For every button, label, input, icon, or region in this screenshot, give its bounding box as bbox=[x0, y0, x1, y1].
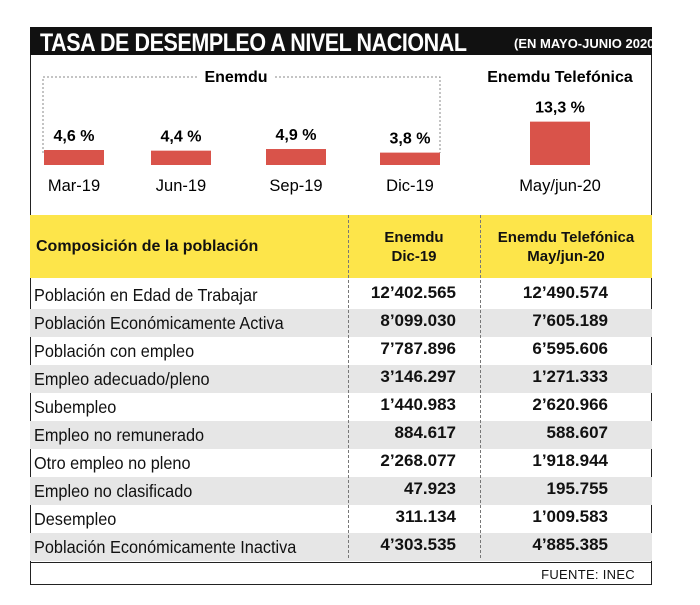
table-row: Empleo no remunerado 884.617 588.607 bbox=[30, 421, 652, 449]
row-label: Empleo adecuado/pleno bbox=[34, 369, 210, 389]
bar-mar-19 bbox=[44, 150, 104, 165]
footer-divider bbox=[30, 562, 652, 563]
table-row: Población en Edad de Trabajar 12’402.565 1… bbox=[30, 281, 652, 309]
bar-may-jun-20 bbox=[530, 121, 590, 165]
bar-dic-19 bbox=[380, 152, 440, 165]
header-dic19-label: Dic-19 bbox=[391, 247, 437, 265]
page-subtitle: (EN MAYO-JUNIO 2020) bbox=[514, 36, 652, 51]
group-label-enemdu: Enemdu bbox=[204, 69, 267, 86]
category-label: Mar-19 bbox=[48, 177, 100, 195]
bar-jun-19 bbox=[151, 150, 211, 165]
table-row: Población Económicamente Activa 8’099.030… bbox=[30, 309, 652, 337]
header-enemdu-telefonica: Enemdu Telefónica May/jun-20 bbox=[480, 215, 652, 278]
bar-value-label: 13,3 % bbox=[535, 100, 585, 117]
row-label: Empleo no clasificado bbox=[34, 481, 193, 501]
value-dic19: 3’146.297 bbox=[380, 367, 456, 386]
table-row: Empleo adecuado/pleno 3’146.297 1’271.333 bbox=[30, 365, 652, 393]
table-row: Población con empleo 7’787.896 6’595.606 bbox=[30, 337, 652, 365]
table-row: Población Económicamente Inactiva 4’303.5… bbox=[30, 533, 652, 561]
group-label-telefonica: Enemdu Telefónica bbox=[487, 69, 633, 86]
value-mayjun20: 6’595.606 bbox=[532, 339, 608, 358]
table-row: Empleo no clasificado 47.923 195.755 bbox=[30, 477, 652, 505]
value-dic19: 4’303.535 bbox=[380, 535, 456, 554]
category-label: Sep-19 bbox=[269, 177, 322, 195]
table-row: Otro empleo no pleno 2’268.077 1’918.944 bbox=[30, 449, 652, 477]
value-mayjun20: 1’009.583 bbox=[532, 507, 608, 526]
bar-value-label: 4,6 % bbox=[54, 128, 95, 145]
value-mayjun20: 12’490.574 bbox=[522, 283, 608, 302]
bar-value-label: 4,9 % bbox=[276, 127, 317, 144]
header-enemdu-label: Enemdu bbox=[384, 228, 444, 246]
group-bracket bbox=[42, 76, 441, 153]
bar-value-label: 3,8 % bbox=[390, 131, 431, 148]
value-dic19: 884.617 bbox=[394, 423, 456, 442]
table-row: Subempleo 1’440.983 2’620.966 bbox=[30, 393, 652, 421]
header-telefonica-label: Enemdu Telefónica bbox=[497, 228, 635, 246]
row-label: Población con empleo bbox=[34, 341, 195, 361]
value-dic19: 12’402.565 bbox=[370, 283, 456, 302]
header-enemdu-dic19: Enemdu Dic-19 bbox=[348, 215, 480, 278]
category-label: May/jun-20 bbox=[519, 177, 601, 195]
header-composition: Composición de la población bbox=[36, 237, 259, 255]
row-label: Población Económicamente Activa bbox=[34, 313, 284, 333]
column-divider bbox=[480, 215, 481, 558]
page-title: TASA DE DESEMPLEO A NIVEL NACIONAL bbox=[40, 29, 467, 55]
value-mayjun20: 7’605.189 bbox=[532, 311, 608, 330]
unemployment-bar-chart: Enemdu Enemdu Telefónica 4,6 % Mar-19 4,4 % J… bbox=[42, 69, 633, 195]
row-label: Población Económicamente Inactiva bbox=[34, 537, 297, 557]
table-row: Desempleo 311.134 1’009.583 bbox=[30, 505, 652, 533]
value-dic19: 8’099.030 bbox=[380, 311, 456, 330]
value-dic19: 2’268.077 bbox=[380, 451, 456, 470]
title-bar: TASA DE DESEMPLEO A NIVEL NACIONAL (EN M… bbox=[30, 27, 652, 55]
value-dic19: 7’787.896 bbox=[380, 339, 456, 358]
value-dic19: 1’440.983 bbox=[380, 395, 456, 414]
value-mayjun20: 1’918.944 bbox=[532, 451, 608, 470]
row-label: Población en Edad de Trabajar bbox=[34, 285, 258, 305]
value-dic19: 311.134 bbox=[395, 507, 456, 526]
header-mayjun20-label: May/jun-20 bbox=[527, 247, 605, 265]
row-label: Desempleo bbox=[34, 509, 117, 529]
value-mayjun20: 195.755 bbox=[546, 479, 608, 498]
row-label: Subempleo bbox=[34, 397, 117, 417]
value-mayjun20: 588.607 bbox=[546, 423, 608, 442]
value-mayjun20: 1’271.333 bbox=[532, 367, 608, 386]
bar-value-label: 4,4 % bbox=[161, 129, 202, 146]
category-label: Jun-19 bbox=[156, 177, 206, 195]
value-mayjun20: 2’620.966 bbox=[532, 395, 608, 414]
category-label: Dic-19 bbox=[386, 177, 434, 195]
table-header: Composición de la población Enemdu Dic-1… bbox=[30, 215, 652, 278]
bar-sep-19 bbox=[266, 149, 326, 165]
row-label: Otro empleo no pleno bbox=[34, 453, 191, 473]
column-divider bbox=[348, 215, 349, 558]
value-dic19: 47.923 bbox=[404, 479, 456, 498]
value-mayjun20: 4’885.385 bbox=[532, 535, 608, 554]
source-note: FUENTE: INEC bbox=[541, 567, 635, 582]
row-label: Empleo no remunerado bbox=[34, 425, 205, 445]
